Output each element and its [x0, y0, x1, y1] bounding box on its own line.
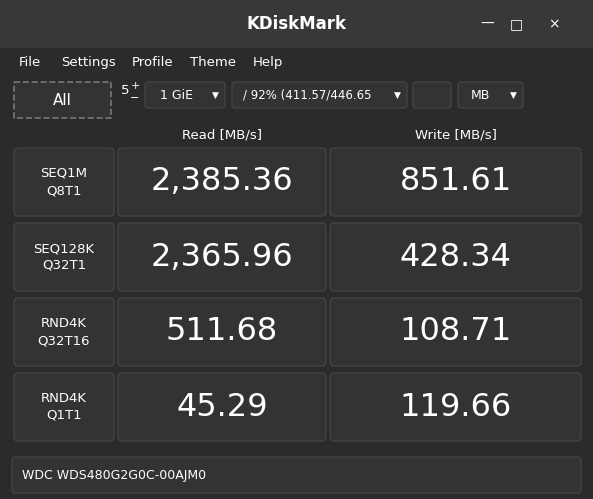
FancyBboxPatch shape	[118, 223, 326, 291]
FancyBboxPatch shape	[12, 457, 581, 493]
Text: +: +	[130, 81, 140, 91]
FancyBboxPatch shape	[14, 223, 114, 291]
Text: 851.61: 851.61	[399, 167, 512, 198]
FancyBboxPatch shape	[330, 298, 581, 366]
FancyBboxPatch shape	[118, 373, 326, 441]
Text: Write [MB/s]: Write [MB/s]	[415, 129, 496, 142]
Text: Read [MB/s]: Read [MB/s]	[182, 129, 262, 142]
Text: 511.68: 511.68	[166, 316, 278, 347]
FancyBboxPatch shape	[458, 82, 523, 108]
FancyBboxPatch shape	[330, 223, 581, 291]
Text: RND4K
Q1T1: RND4K Q1T1	[41, 392, 87, 422]
FancyBboxPatch shape	[232, 82, 407, 108]
Bar	[0, 124, 593, 146]
FancyBboxPatch shape	[330, 373, 581, 441]
Bar	[0, 48, 593, 76]
FancyBboxPatch shape	[413, 82, 451, 108]
Text: All: All	[53, 92, 72, 107]
Bar	[0, 76, 593, 124]
FancyBboxPatch shape	[118, 148, 326, 216]
Text: RND4K
Q32T16: RND4K Q32T16	[38, 317, 90, 347]
Text: SEQ128K
Q32T1: SEQ128K Q32T1	[33, 242, 94, 272]
Text: KDiskMark: KDiskMark	[247, 15, 346, 33]
FancyBboxPatch shape	[330, 148, 581, 216]
Text: WDC WDS480G2G0C-00AJM0: WDC WDS480G2G0C-00AJM0	[22, 469, 206, 482]
Text: 2,365.96: 2,365.96	[151, 242, 294, 272]
Text: ▼: ▼	[394, 90, 400, 99]
Text: / 92% (411.57/446.65: / 92% (411.57/446.65	[243, 88, 371, 101]
Text: Theme: Theme	[190, 55, 236, 68]
Text: −: −	[130, 93, 140, 103]
Text: SEQ1M
Q8T1: SEQ1M Q8T1	[40, 167, 88, 197]
Text: File: File	[19, 55, 41, 68]
FancyBboxPatch shape	[118, 298, 326, 366]
Bar	[0, 453, 593, 499]
Text: Help: Help	[253, 55, 283, 68]
Text: 428.34: 428.34	[400, 242, 511, 272]
Text: 45.29: 45.29	[176, 392, 268, 423]
FancyBboxPatch shape	[14, 298, 114, 366]
Text: ▼: ▼	[509, 90, 517, 99]
Text: MB: MB	[470, 88, 490, 101]
Bar	[14, 82, 111, 118]
Text: 5: 5	[121, 83, 129, 96]
FancyBboxPatch shape	[14, 373, 114, 441]
Text: 108.71: 108.71	[399, 316, 512, 347]
Text: —: —	[480, 17, 494, 31]
Text: Settings: Settings	[60, 55, 116, 68]
Text: Profile: Profile	[132, 55, 174, 68]
Text: ×: ×	[548, 17, 560, 31]
Text: □: □	[509, 17, 522, 31]
FancyBboxPatch shape	[14, 148, 114, 216]
Bar	[0, 0, 593, 48]
Text: 119.66: 119.66	[399, 392, 512, 423]
Text: 2,385.36: 2,385.36	[151, 167, 294, 198]
FancyBboxPatch shape	[145, 82, 225, 108]
Text: 1 GiE: 1 GiE	[161, 88, 193, 101]
Text: ▼: ▼	[212, 90, 218, 99]
